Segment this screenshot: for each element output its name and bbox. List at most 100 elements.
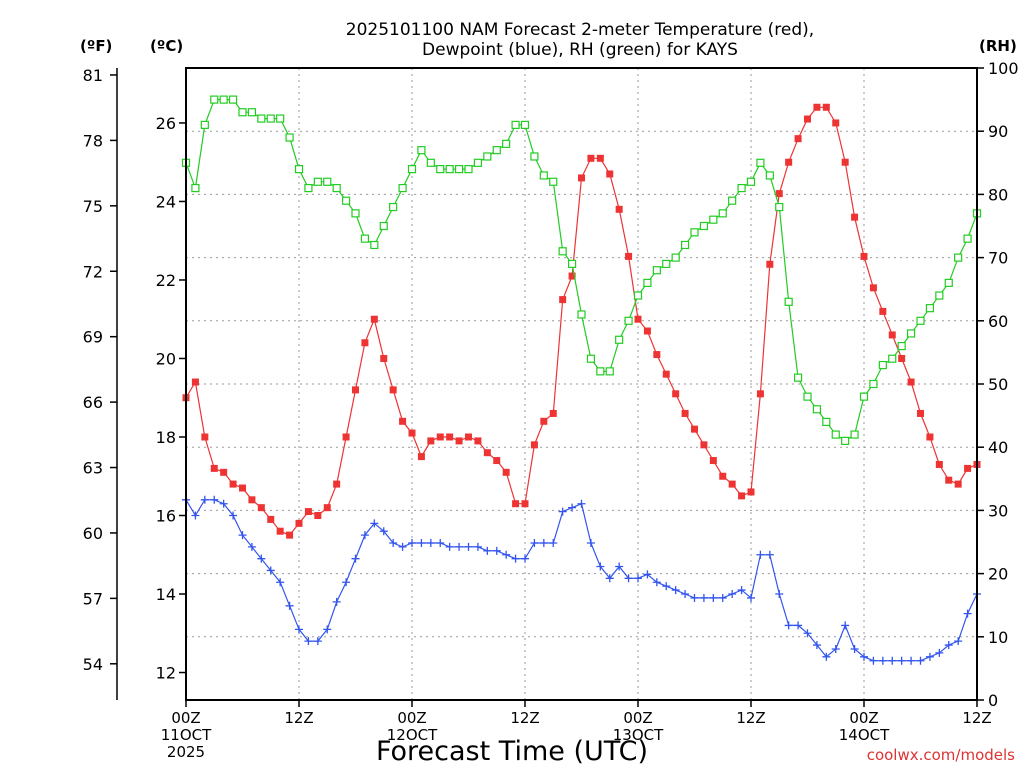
dewpoint-point	[360, 531, 369, 540]
temperature-point	[935, 460, 943, 468]
fahrenheit-tick-label: 63	[83, 459, 103, 478]
temperature-point	[436, 433, 444, 441]
dewpoint-point	[963, 609, 972, 618]
dewpoint-point	[436, 538, 445, 547]
fahrenheit-tick-label: 69	[83, 328, 103, 347]
rh-point	[718, 209, 727, 218]
rh-point	[812, 405, 822, 414]
temperature-point	[587, 154, 595, 162]
x-tick-label: 14OCT	[839, 726, 890, 744]
temperature-point	[766, 260, 774, 268]
dewpoint-point	[747, 593, 755, 602]
temperature-point	[474, 437, 482, 445]
dewpoint-point	[492, 546, 501, 555]
temperature-point	[747, 488, 755, 496]
rh-tick-label: 50	[988, 375, 1008, 394]
rh-point	[737, 183, 746, 193]
rh-point	[228, 95, 238, 104]
rh-tick-label: 30	[988, 501, 1008, 520]
rh-point	[662, 259, 671, 269]
x-tick-label: 12Z	[736, 709, 765, 727]
temperature-point	[926, 433, 934, 441]
celsius-tick-label: 26	[156, 114, 176, 133]
rh-point	[370, 240, 379, 250]
rh-point	[859, 392, 869, 401]
dewpoint-point	[841, 621, 850, 630]
temperature-point	[625, 252, 633, 260]
dewpoint-point	[643, 570, 652, 579]
fahrenheit-tick-label: 75	[83, 197, 103, 216]
rh-point	[247, 108, 257, 117]
rh-point	[784, 297, 793, 306]
temperature-point	[643, 327, 651, 335]
temperature-point	[822, 103, 830, 111]
temperature-point	[662, 370, 670, 378]
rh-point	[483, 152, 492, 161]
x-axis-title: Forecast Time (UTC)	[376, 736, 648, 767]
dewpoint-point	[907, 656, 916, 665]
temperature-point	[700, 441, 708, 449]
temperature-point	[832, 119, 840, 127]
temperature-point	[945, 476, 953, 484]
rh-point	[888, 354, 897, 363]
temperature-point	[691, 425, 698, 433]
temperature-point	[709, 457, 717, 465]
temperature-point	[888, 331, 896, 339]
rh-point	[313, 177, 322, 186]
rh-unit-label: (RH)	[979, 37, 1017, 55]
dewpoint-point	[916, 656, 925, 665]
temperature-point	[399, 417, 407, 425]
temperature-point	[851, 213, 859, 221]
rh-point	[492, 146, 501, 155]
rh-point	[699, 221, 709, 231]
temperature-point	[869, 284, 877, 292]
rh-point	[756, 158, 765, 167]
temperature-point	[653, 351, 661, 359]
dewpoint-point	[276, 578, 285, 587]
rh-line	[185, 98, 978, 442]
rh-point	[586, 354, 596, 363]
temperature-point	[719, 472, 727, 480]
temperature-point	[201, 433, 209, 441]
temperature-point	[267, 515, 275, 523]
dewpoint-point	[549, 538, 558, 547]
rh-point	[746, 177, 756, 186]
rh-point	[671, 253, 680, 262]
temperature-point	[361, 339, 369, 347]
dewpoint-point	[624, 574, 633, 583]
fahrenheit-tick-label: 54	[83, 655, 103, 674]
celsius-tick-label: 16	[156, 507, 176, 526]
rh-point	[709, 215, 718, 224]
rh-point	[944, 278, 953, 287]
rh-point	[191, 183, 200, 193]
temperature-point	[239, 484, 246, 492]
temperature-point	[427, 437, 435, 445]
dewpoint-point	[530, 538, 539, 547]
dewpoint-point	[210, 495, 219, 504]
dewpoint-point	[671, 586, 680, 595]
rh-point	[906, 329, 916, 338]
dewpoint-point	[473, 542, 482, 551]
celsius-tick-label: 18	[156, 428, 176, 447]
rh-point	[219, 95, 228, 104]
temperature-point	[380, 354, 388, 362]
rh-point	[473, 158, 483, 167]
rh-point	[426, 158, 435, 167]
rh-point	[238, 108, 247, 117]
temperature-point	[540, 417, 548, 425]
rh-point	[850, 430, 859, 439]
temperature-point	[860, 252, 868, 260]
temperature-point	[813, 103, 821, 111]
x-tick-label: 13OCT	[613, 726, 664, 744]
temperature-point	[634, 315, 642, 323]
rh-point	[652, 266, 661, 275]
rh-point	[436, 165, 445, 174]
dewpoint-point	[935, 648, 944, 657]
temperature-point	[738, 492, 746, 500]
dewpoint-point	[464, 542, 473, 551]
dewpoint-point	[586, 538, 595, 547]
dewpoint-point	[850, 644, 859, 653]
temperature-point	[568, 272, 576, 280]
rh-point	[341, 196, 351, 205]
